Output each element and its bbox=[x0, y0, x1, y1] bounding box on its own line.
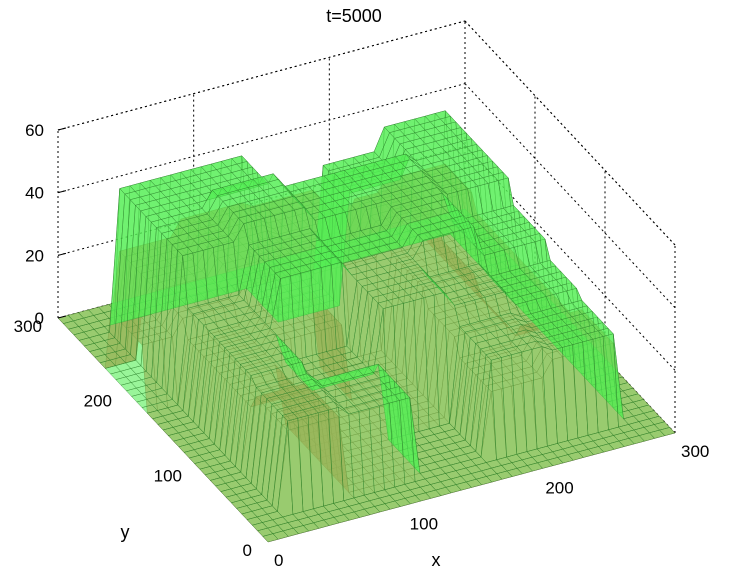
surface-green bbox=[57, 110, 676, 543]
z-tick-label: 20 bbox=[25, 246, 44, 265]
x-axis-title: x bbox=[432, 550, 441, 570]
y-tick-label: 200 bbox=[84, 392, 112, 411]
x-tick-label: 0 bbox=[274, 551, 283, 570]
z-tick-label: 0 bbox=[35, 309, 44, 328]
y-tick-label: 300 bbox=[14, 317, 42, 336]
y-axis-title: y bbox=[121, 522, 130, 542]
z-tick-mark bbox=[57, 252, 67, 256]
surface-layer bbox=[57, 110, 676, 543]
y-tick-label: 100 bbox=[154, 466, 182, 485]
x-tick-label: 100 bbox=[410, 515, 438, 534]
grid-line-z bbox=[57, 20, 466, 131]
z-tick-label: 40 bbox=[25, 184, 44, 203]
surface-patch bbox=[659, 427, 676, 436]
z-tick-mark bbox=[57, 315, 67, 319]
z-tick-mark bbox=[57, 190, 67, 194]
grid-line-z bbox=[57, 83, 466, 194]
z-tick-label: 60 bbox=[25, 121, 44, 140]
z-tick-mark bbox=[57, 127, 67, 131]
grid-line-z bbox=[464, 83, 676, 309]
chart-title: t=5000 bbox=[326, 6, 382, 26]
x-tick-label: 200 bbox=[545, 478, 573, 497]
y-tick-label: 0 bbox=[243, 541, 252, 560]
x-tick-label: 300 bbox=[681, 442, 709, 461]
grid-line-z bbox=[464, 20, 676, 246]
